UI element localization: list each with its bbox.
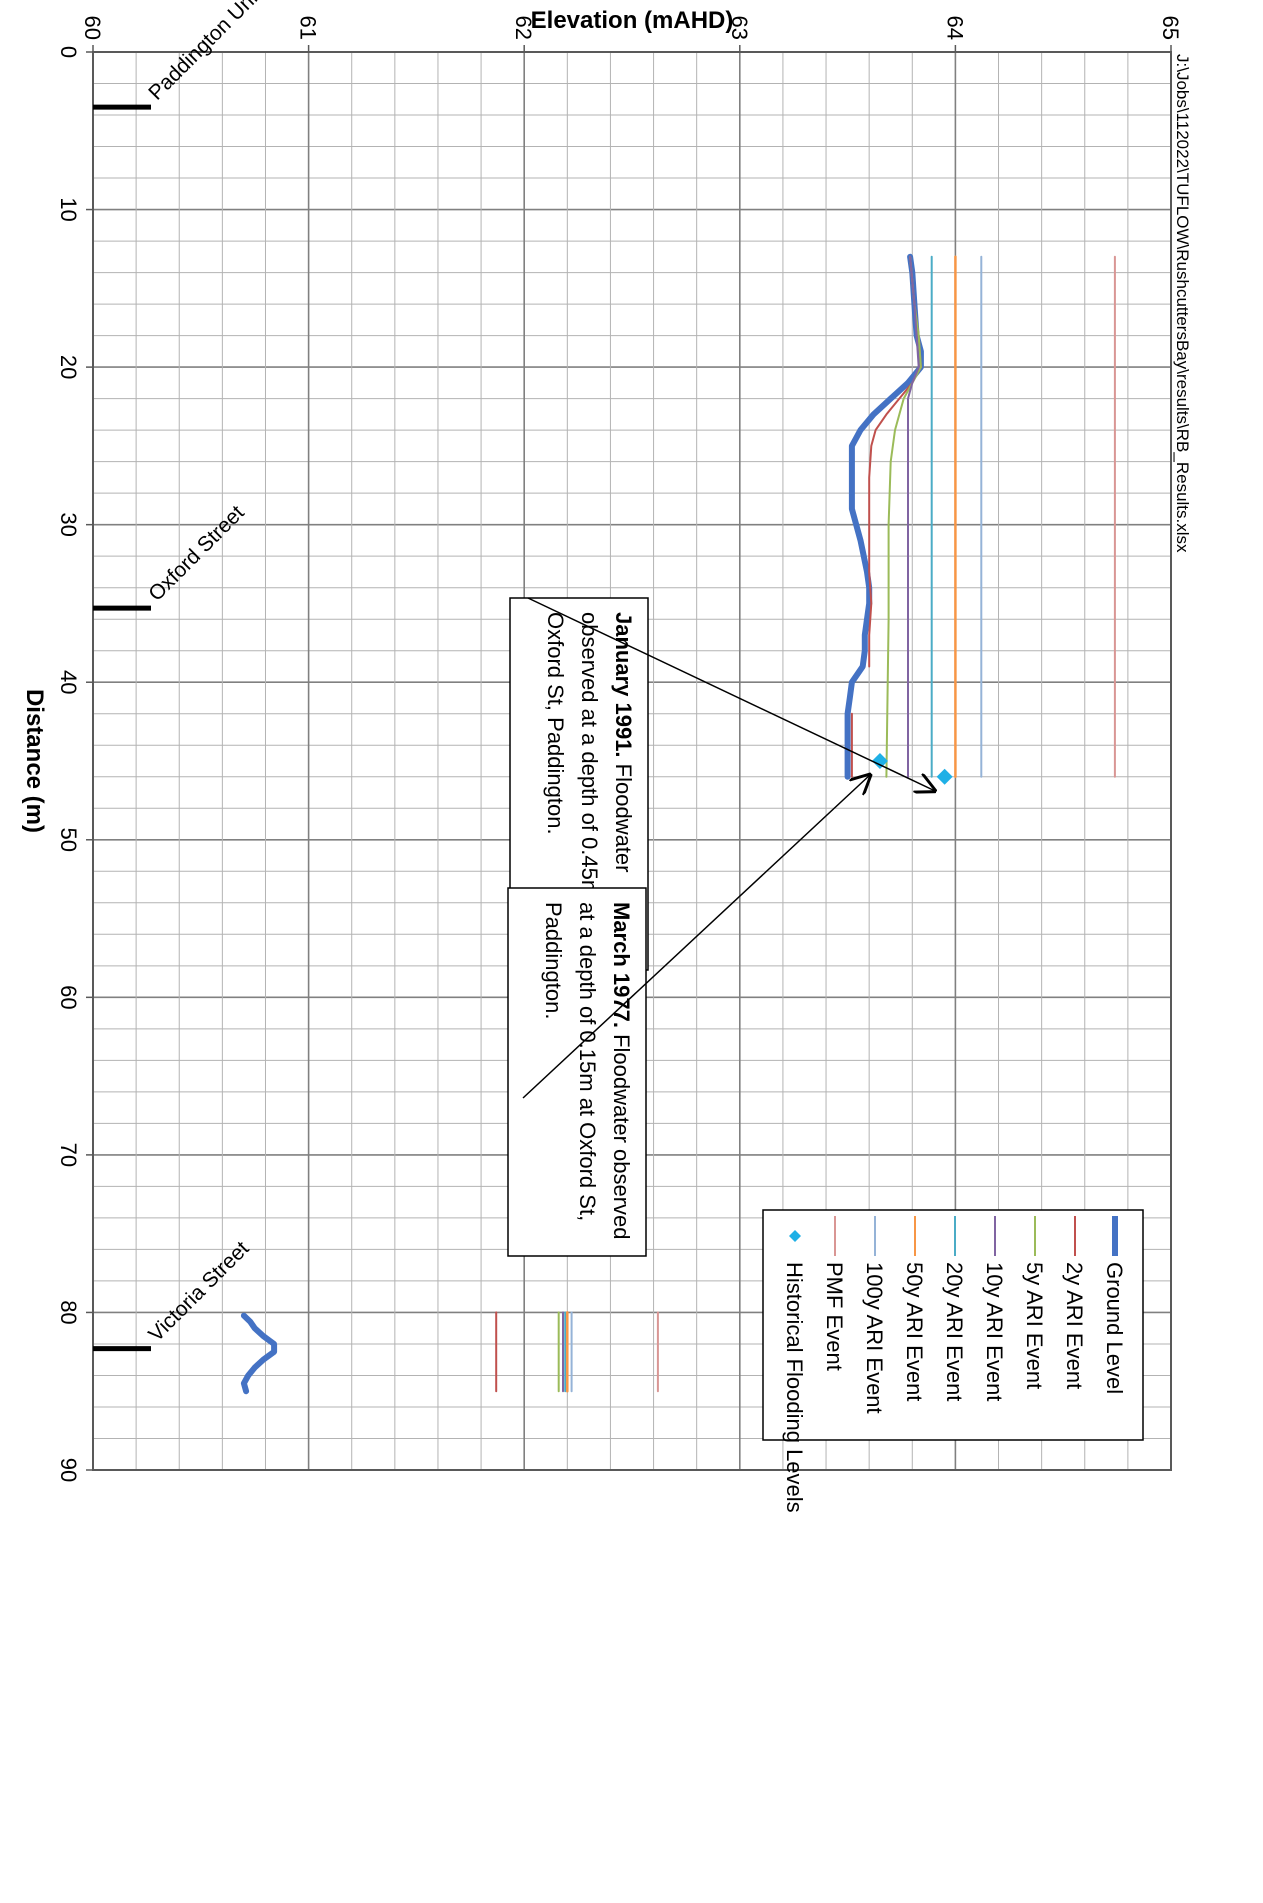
legend-label: 100y ARI Event [862, 1262, 887, 1414]
series-line [240, 1312, 278, 1395]
x-tick-label: 40 [56, 670, 81, 694]
legend-label: 5y ARI Event [1022, 1262, 1047, 1389]
annotation-text: March 1977. Floodwater observed [609, 902, 634, 1240]
y-axis-title: Elevation (mAHD) [531, 7, 734, 34]
x-tick-label: 70 [56, 1143, 81, 1167]
plot-border [92, 51, 1172, 1471]
legend: Ground Level 2y ARI Event 5y ARI Event 10y … [762, 1209, 1144, 1513]
annotation-line: Oxford St, Paddington. [543, 612, 568, 835]
series-line [885, 255, 922, 778]
legend-marker-diamond [789, 1230, 801, 1242]
x-tick-label: 80 [56, 1300, 81, 1324]
legend-label: 2y ARI Event [1062, 1262, 1087, 1389]
legend-label: 50y ARI Event [902, 1262, 927, 1401]
legend-label: Ground Level [1102, 1262, 1127, 1394]
y-tick-label: 63 [727, 16, 752, 40]
annotation-line: Floodwater [611, 758, 636, 873]
annotation-line: observed at a depth of 0.45m at [577, 612, 602, 923]
y-tick-label: 61 [296, 16, 321, 40]
x-tick-label: 30 [56, 512, 81, 536]
x-axis-title: Distance (m) [21, 689, 48, 833]
x-tick-label: 60 [56, 985, 81, 1009]
y-tick-label: 64 [942, 16, 967, 40]
file-path-label: J:\Jobs\112022\TUFLOW\RushcuttersBay\res… [1173, 54, 1192, 553]
legend-label: PMF Event [822, 1262, 847, 1371]
annotation-text: January 1991. Floodwater [611, 612, 636, 873]
annotations: January 1991. Floodwater observed at a de… [507, 597, 935, 1257]
chart-rotation-group: Paddington Uniting ChurchOxford StreetVi… [21, 0, 1192, 1513]
x-tick-label: 20 [56, 355, 81, 379]
annotation-line: Paddington. [541, 902, 566, 1019]
axes: Distance (m) Elevation (mAHD) J:\Jobs\11… [21, 7, 1192, 1482]
historical-point [871, 753, 888, 769]
y-tick-label: 65 [1158, 16, 1183, 40]
annotation-arrow [522, 775, 870, 1099]
y-tick-label: 60 [80, 16, 105, 40]
x-tick-label: 10 [56, 197, 81, 221]
legend-box [762, 1209, 1144, 1441]
annotation-line: Floodwater observed [609, 1028, 634, 1240]
legend-label: Historical Flooding Levels [782, 1262, 807, 1513]
series-layer [240, 253, 1116, 1395]
annotation-line: at a depth of 0.15m at Oxford St, [575, 902, 600, 1221]
legend-label: 20y ARI Event [942, 1262, 967, 1401]
annotation-date: January 1991. [611, 612, 636, 758]
y-tick-label: 62 [511, 16, 536, 40]
annotation-arrow [527, 597, 935, 791]
annotation-date: March 1977. [609, 902, 634, 1028]
annotation-box [507, 887, 647, 1257]
legend-label: 10y ARI Event [982, 1262, 1007, 1401]
x-tick-label: 90 [56, 1458, 81, 1482]
x-tick-label: 0 [56, 46, 81, 58]
historical-point [936, 768, 953, 785]
series-line [907, 255, 920, 778]
x-tick-label: 50 [56, 828, 81, 852]
